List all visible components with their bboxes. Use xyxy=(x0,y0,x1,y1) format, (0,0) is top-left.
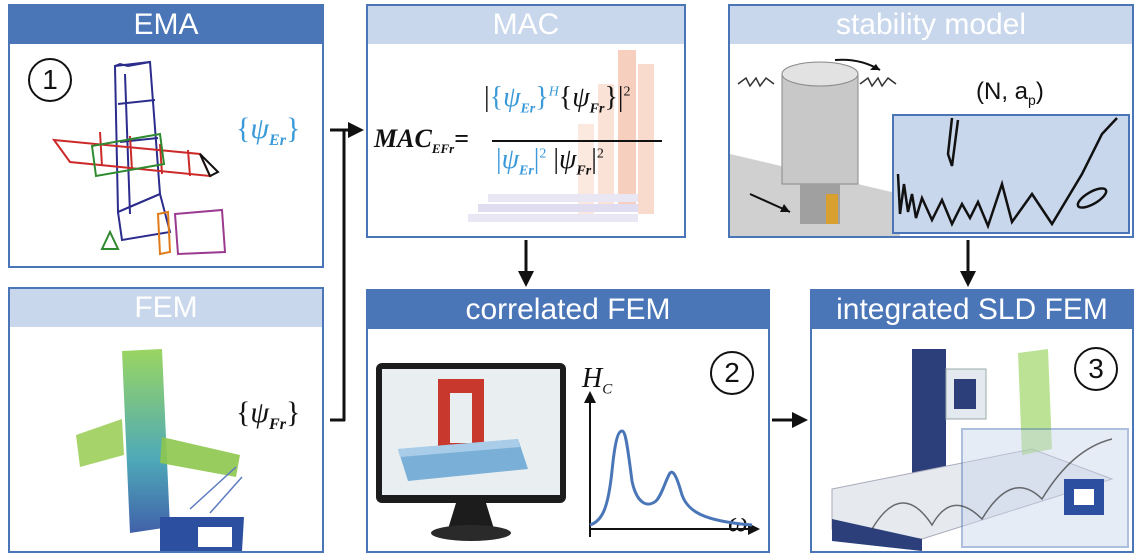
stability-body: (N, ap) xyxy=(730,44,1132,236)
mac-formula: MACEFr= |{ψEr}H{ψFr}|2 |ψEr|2 |ψFr|2 xyxy=(374,82,680,202)
integrated-sld-fem-panel: integrated SLD FEM 3 xyxy=(810,289,1134,553)
correlated-fem-body: 2 HC ω xyxy=(368,329,768,551)
ema-table xyxy=(173,208,227,256)
milling-cutter-illustration xyxy=(730,58,900,236)
ema-panel: EMA 1 xyxy=(8,4,324,268)
step-2-badge: 2 xyxy=(710,351,754,395)
ema-title: EMA xyxy=(10,6,322,44)
integrated-sld-fem-title: integrated SLD FEM xyxy=(812,291,1132,329)
ema-wireframe xyxy=(51,60,227,256)
stability-coords-label: (N, ap) xyxy=(976,78,1044,108)
mac-body: MACEFr= |{ψEr}H{ψFr}|2 |ψEr|2 |ψFr|2 xyxy=(368,44,684,236)
ema-body: 1 xyxy=(10,44,322,266)
machine-illustration xyxy=(831,349,1129,551)
fem-mesh xyxy=(76,349,244,551)
correlated-fem-panel: correlated FEM 2 HC ω xyxy=(366,289,770,553)
step-3-badge: 3 xyxy=(1074,347,1118,391)
stability-lobe-plot xyxy=(892,114,1130,234)
mac-3d-bars xyxy=(468,50,654,222)
mac-title: MAC xyxy=(368,6,684,44)
integrated-sld-fem-body: 3 xyxy=(812,329,1132,551)
psi-er-label: {ψEr} xyxy=(236,112,301,149)
psi-fr-label: {ψFr} xyxy=(236,396,301,433)
fem-title: FEM xyxy=(10,289,322,327)
step-1-badge: 1 xyxy=(28,58,72,102)
formula-numerator: |{ψEr}H{ψFr}|2 xyxy=(484,82,631,117)
mac-panel: MAC MACEFr= |{ψEr}H{ψFr}|2 |ψEr|2 |ψFr| xyxy=(366,4,686,238)
ema-frame-green xyxy=(90,132,166,178)
formula-fraction-bar xyxy=(492,140,662,142)
frf-y-label: HC xyxy=(582,363,613,398)
formula-denominator: |ψEr|2 |ψFr|2 xyxy=(496,144,604,179)
fem-body xyxy=(10,327,322,551)
stability-title: stability model xyxy=(730,6,1132,44)
frf-curve xyxy=(589,429,753,527)
monitor-illustration xyxy=(376,363,566,541)
correlated-fem-title: correlated FEM xyxy=(368,291,768,329)
frf-plot xyxy=(584,391,760,537)
fem-panel: FEM xyxy=(8,287,324,553)
stability-panel: stability model (N, ap) xyxy=(728,4,1134,238)
